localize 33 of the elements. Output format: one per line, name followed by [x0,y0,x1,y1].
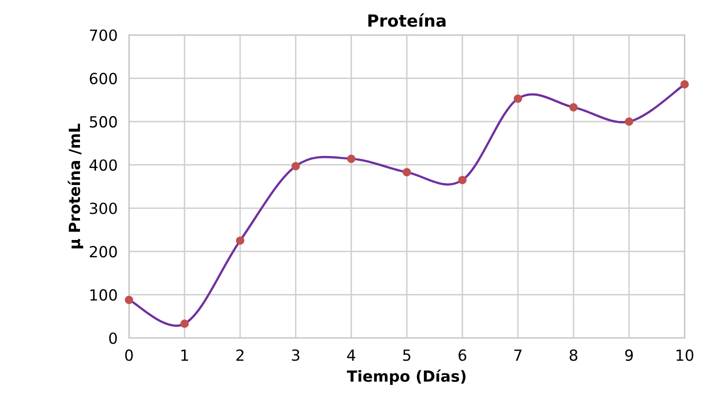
point [680,80,689,89]
x-tick-label: 0 [125,349,133,361]
x-tick-label: 10 [676,349,694,361]
point [569,103,578,112]
y-tick-label: 200 [90,246,117,258]
x-tick-label: 6 [458,349,466,361]
x-tick-label: 3 [292,349,300,361]
x-axis-title: Tiempo (Días) [346,369,466,385]
y-tick-label: 300 [90,202,117,214]
y-tick-label: 700 [90,29,117,42]
y-axis-title: µ Proteína /mL [68,124,84,248]
y-tick-label: 100 [90,289,117,301]
point [624,117,634,126]
x-tick-label: 7 [514,350,522,361]
point [124,296,134,304]
point [180,320,189,328]
chart-title: Proteína [368,13,446,27]
point [458,176,467,184]
y-tick-label: 0 [109,332,117,344]
point [292,162,300,170]
point [236,236,244,245]
point [347,154,356,163]
x-tick-label: 9 [625,349,633,361]
x-tick-label: 8 [570,349,578,361]
y-tick-label: 500 [90,116,117,128]
x-tick-label: 5 [403,350,410,361]
y-tick-label: 400 [89,159,117,171]
point [402,168,411,176]
y-tick-label: 600 [90,72,117,84]
x-tick-label: 4 [347,350,356,361]
point [514,94,522,103]
x-tick-label: 2 [236,349,244,361]
x-tick-label: 1 [181,350,188,361]
